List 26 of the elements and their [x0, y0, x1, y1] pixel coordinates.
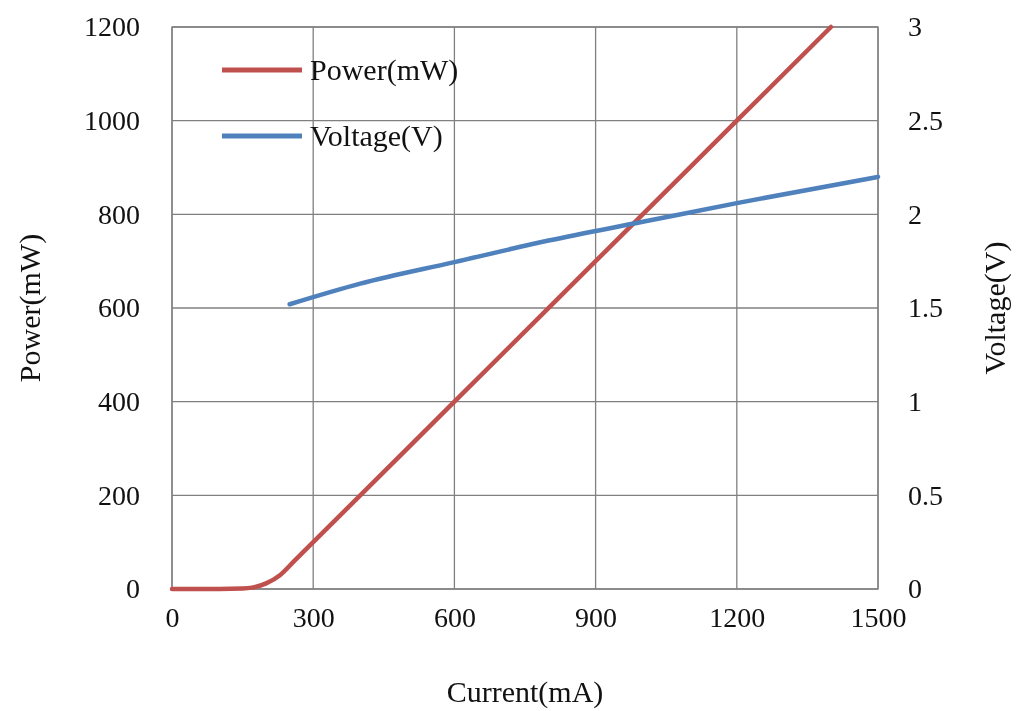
y2-tick-label: 0.5 — [908, 479, 943, 511]
y-tick-label: 200 — [98, 479, 140, 511]
legend-label: Power(mW) — [310, 53, 459, 87]
y2-axis-title: Voltage(V) — [978, 241, 1012, 375]
y2-tick-label: 1 — [908, 386, 922, 418]
y-tick-label: 600 — [98, 292, 140, 324]
y2-tick-label: 1.5 — [908, 292, 943, 324]
y2-tick-label: 0 — [908, 573, 922, 605]
x-tick-label: 0 — [165, 601, 180, 633]
line-series — [287, 174, 881, 307]
y2-tick-label: 2.5 — [908, 105, 943, 137]
legend-label: Voltage(V) — [310, 119, 443, 153]
y-tick-label: 800 — [98, 198, 140, 230]
x-tick-label: 1500 — [850, 601, 907, 633]
x-axis-title: Current(mA) — [446, 675, 604, 709]
y-tick-label: 0 — [126, 573, 140, 605]
y-tick-label: 1200 — [84, 11, 140, 43]
y-axis-title: Power(mW) — [13, 233, 47, 383]
y-tick-label: 1000 — [84, 105, 140, 137]
y2-tick-label: 2 — [908, 198, 922, 230]
x-tick-label: 1200 — [709, 601, 766, 633]
y-tick-label: 400 — [98, 386, 140, 418]
x-tick-label: 600 — [433, 601, 476, 633]
y2-tick-label: 3 — [908, 11, 922, 43]
x-tick-label: 900 — [575, 601, 618, 633]
x-tick-label: 300 — [292, 601, 335, 633]
